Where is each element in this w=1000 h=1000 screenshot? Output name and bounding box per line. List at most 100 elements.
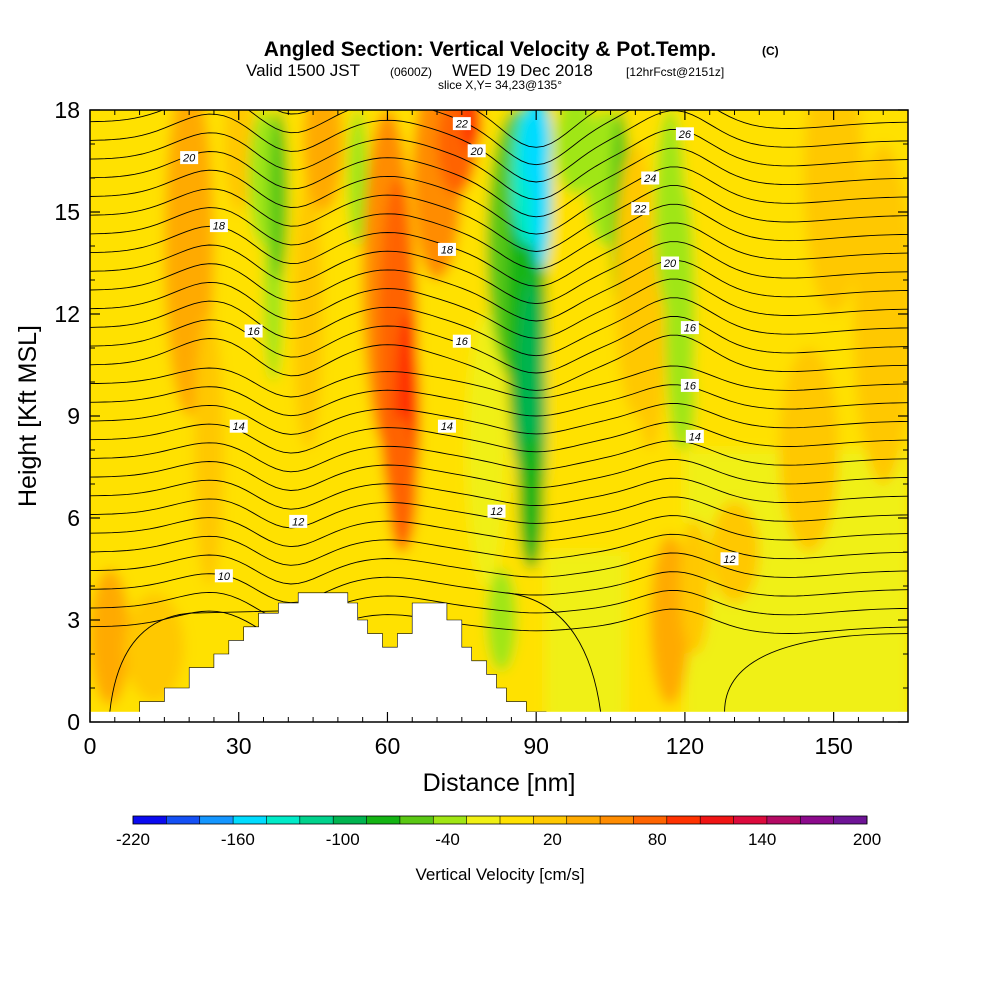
slice-subtitle: slice X,Y= 34,23@135°: [438, 78, 562, 92]
theta-contour: [90, 241, 908, 305]
contour-label-bg: [720, 552, 739, 566]
colorbar-swatch: [800, 816, 834, 824]
theta-contour: [90, 459, 908, 491]
valid-prefix: Valid 1500 JST: [246, 61, 360, 80]
contour-label: 16: [247, 326, 260, 338]
y-tick-label: 15: [54, 199, 80, 225]
velocity-blob: [531, 120, 552, 270]
theta-contour: [109, 609, 328, 712]
velocity-blob: [556, 110, 596, 195]
contour-label: 20: [663, 258, 677, 270]
contour-label: 18: [441, 244, 454, 256]
colorbar-swatch: [600, 816, 634, 824]
colorbar-swatch: [666, 816, 701, 824]
contour-label-bg: [675, 127, 694, 141]
velocity-blob: [650, 535, 690, 705]
colorbar-tick-label: 20: [543, 830, 562, 849]
colorbar-swatch: [299, 816, 334, 824]
theta-contour: [90, 334, 908, 391]
contour-label-bg: [685, 429, 704, 443]
colorbar-title: Vertical Velocity [cm/s]: [415, 865, 584, 884]
velocity-blob: [194, 314, 224, 586]
y-axis-label: Height [Kft MSL]: [14, 325, 42, 507]
contour-label-bg: [487, 504, 506, 518]
theta-contour: [90, 496, 908, 529]
x-axis-label: Distance [nm]: [423, 769, 576, 797]
contour-label: 24: [643, 173, 656, 185]
forecast-tag: [12hrFcst@2151z]: [626, 65, 724, 79]
theta-contour: [275, 110, 801, 148]
terrain: [139, 592, 547, 722]
contour-label-bg: [289, 514, 308, 528]
colorbar-swatch: [766, 816, 801, 824]
velocity-blob: [679, 518, 710, 654]
contour-label-bg: [452, 117, 471, 131]
y-tick-label: 6: [67, 505, 80, 531]
theta-contour: [90, 608, 908, 641]
theta-contour: [90, 477, 908, 510]
contour-label: 10: [218, 571, 231, 583]
contour-label-bg: [437, 419, 456, 433]
velocity-blob: [303, 110, 343, 212]
contour-label: 14: [441, 421, 453, 433]
colorbar-swatch: [833, 816, 868, 824]
colorbar-swatch: [566, 816, 601, 824]
valid-date: WED 19 Dec 2018: [452, 61, 593, 80]
contour-label-bg: [437, 242, 456, 256]
theta-contour: [90, 589, 908, 622]
colorbar-swatch: [633, 816, 668, 824]
theta-contour: [90, 259, 908, 322]
theta-contour: [90, 185, 908, 252]
theta-contour: [90, 147, 908, 218]
plot-area: 10 12 12 12 14 14 14 16 16 16 16 18 18 20 20 20 22 22 24 26…: [54, 97, 909, 759]
velocity-region: [546, 552, 626, 722]
colorbar-tick-label: 80: [648, 830, 667, 849]
colorbar-tick-label: -40: [435, 830, 460, 849]
velocity-blob: [518, 433, 544, 569]
velocity-blob: [223, 110, 254, 212]
theta-contour: [90, 129, 908, 200]
theta-contour: [90, 515, 908, 548]
contour-label: 22: [633, 204, 646, 216]
colorbar-swatch: [266, 816, 301, 824]
contour-label-bg: [244, 324, 263, 338]
theta-contour: [506, 592, 602, 712]
contour-label-bg: [180, 151, 199, 165]
colorbar-swatch: [399, 816, 434, 824]
theta-contour: [90, 533, 908, 566]
chart-title: Angled Section: Vertical Velocity & Pot.…: [264, 38, 716, 61]
colorbar-swatch: [466, 816, 501, 824]
colorbar: -220 -160 -100 -40 20 80 140 200: [116, 815, 881, 849]
colorbar-swatch: [700, 816, 734, 824]
contour-label: 16: [684, 380, 697, 392]
x-tick-label: 90: [523, 733, 549, 759]
theta-contour: [90, 365, 908, 399]
colorbar-tick-label: -160: [221, 830, 255, 849]
contour-label: 12: [490, 506, 502, 518]
velocity-blob: [347, 110, 368, 246]
contour-label-bg: [631, 202, 650, 216]
y-axis: 0 3 6 9 12 15 18: [54, 97, 908, 735]
theta-contour: [90, 278, 908, 339]
contour-label: 14: [233, 421, 245, 433]
contour-label-bg: [214, 569, 233, 583]
colorbar-swatch: [366, 816, 401, 824]
valid-utc: (0600Z): [390, 65, 432, 79]
theta-contour: [90, 440, 908, 473]
contour-label: 16: [456, 336, 469, 348]
velocity-blob: [635, 246, 666, 450]
velocity-blob: [90, 569, 130, 705]
colorbar-tick-label: -220: [116, 830, 150, 849]
theta-contour: [90, 316, 908, 374]
contour-label: 12: [292, 516, 304, 528]
colorbar-swatch: [433, 816, 467, 824]
contour-label-bg: [661, 256, 680, 270]
contour-label-bg: [680, 321, 699, 335]
contour-label: 22: [455, 119, 468, 131]
y-tick-label: 9: [67, 403, 80, 429]
x-tick-label: 150: [814, 733, 852, 759]
contour-label-bg: [229, 419, 248, 433]
contour-labels: 10 12 12 12 14 14 14 16 16 16 16 18 18 20 20 20 22 22 24 26: [180, 117, 739, 583]
theta-contour: [90, 402, 908, 435]
